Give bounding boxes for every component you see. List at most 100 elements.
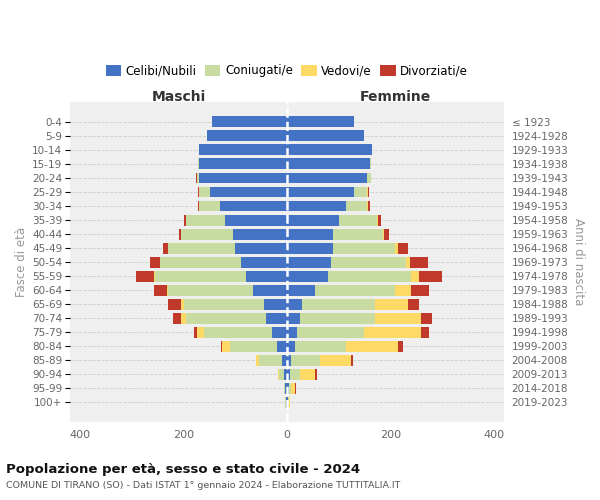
Bar — [233, 228, 287, 239]
Bar — [287, 116, 354, 128]
Bar — [421, 312, 431, 324]
Bar — [209, 186, 287, 198]
Bar — [316, 284, 395, 296]
Bar — [406, 256, 410, 268]
Bar — [398, 341, 403, 351]
Bar — [199, 172, 287, 184]
Bar — [186, 214, 225, 226]
Bar — [411, 284, 429, 296]
Bar — [398, 242, 409, 254]
Bar — [212, 116, 287, 128]
Bar — [375, 298, 409, 310]
Bar — [410, 256, 428, 268]
Bar — [168, 242, 235, 254]
Bar — [264, 298, 287, 310]
Bar — [350, 355, 353, 366]
Bar — [331, 256, 406, 268]
Legend: Celibi/Nubili, Coniugati/e, Vedovi/e, Divorziati/e: Celibi/Nubili, Coniugati/e, Vedovi/e, Di… — [101, 60, 473, 82]
Bar — [328, 270, 411, 281]
Bar — [287, 158, 370, 170]
Bar — [334, 228, 383, 239]
Bar — [287, 355, 291, 366]
Bar — [245, 270, 287, 281]
Bar — [302, 298, 375, 310]
Bar — [284, 369, 287, 380]
Bar — [181, 312, 186, 324]
Bar — [230, 341, 277, 351]
Bar — [287, 256, 331, 268]
Bar — [298, 326, 364, 338]
Bar — [167, 284, 168, 296]
Bar — [184, 298, 264, 310]
Bar — [287, 369, 290, 380]
Bar — [287, 172, 367, 184]
Bar — [287, 200, 346, 211]
Bar — [411, 270, 419, 281]
Bar — [287, 341, 295, 351]
Bar — [409, 298, 419, 310]
Bar — [286, 397, 287, 408]
Bar — [184, 214, 186, 226]
Bar — [149, 256, 160, 268]
Bar — [287, 242, 334, 254]
Bar — [364, 326, 421, 338]
Bar — [179, 228, 181, 239]
Bar — [300, 369, 316, 380]
Bar — [168, 298, 181, 310]
Bar — [295, 383, 296, 394]
Bar — [259, 355, 282, 366]
Bar — [225, 214, 287, 226]
Bar — [154, 270, 155, 281]
Bar — [198, 186, 199, 198]
Bar — [199, 144, 287, 156]
Bar — [375, 312, 421, 324]
Bar — [338, 214, 377, 226]
Bar — [168, 284, 253, 296]
Bar — [316, 369, 317, 380]
Bar — [287, 312, 300, 324]
Bar — [199, 200, 220, 211]
Bar — [221, 341, 223, 351]
Bar — [256, 355, 259, 366]
Bar — [197, 158, 199, 170]
Bar — [287, 383, 289, 394]
Bar — [290, 369, 300, 380]
Bar — [241, 256, 287, 268]
Bar — [421, 326, 429, 338]
Bar — [181, 298, 184, 310]
Bar — [286, 383, 287, 394]
Bar — [300, 312, 375, 324]
Bar — [235, 242, 287, 254]
Bar — [334, 242, 395, 254]
Bar — [155, 270, 245, 281]
Bar — [379, 214, 381, 226]
Bar — [295, 341, 346, 351]
Bar — [277, 341, 287, 351]
Bar — [287, 228, 334, 239]
Bar — [220, 200, 287, 211]
Bar — [194, 326, 197, 338]
Bar — [136, 270, 154, 281]
Bar — [272, 326, 287, 338]
Bar — [289, 397, 290, 408]
Bar — [368, 200, 370, 211]
Bar — [278, 369, 279, 380]
Bar — [287, 326, 298, 338]
Bar — [395, 242, 398, 254]
Text: Maschi: Maschi — [151, 90, 206, 104]
Bar — [284, 383, 286, 394]
Bar — [346, 341, 398, 351]
Bar — [198, 200, 199, 211]
Bar — [291, 355, 320, 366]
Bar — [181, 228, 233, 239]
Bar — [291, 383, 295, 394]
Bar — [253, 284, 287, 296]
Bar — [346, 200, 367, 211]
Bar — [173, 312, 181, 324]
Bar — [163, 242, 168, 254]
Bar — [370, 158, 371, 170]
Bar — [197, 326, 205, 338]
Bar — [287, 298, 302, 310]
Bar — [367, 172, 371, 184]
Bar — [154, 284, 167, 296]
